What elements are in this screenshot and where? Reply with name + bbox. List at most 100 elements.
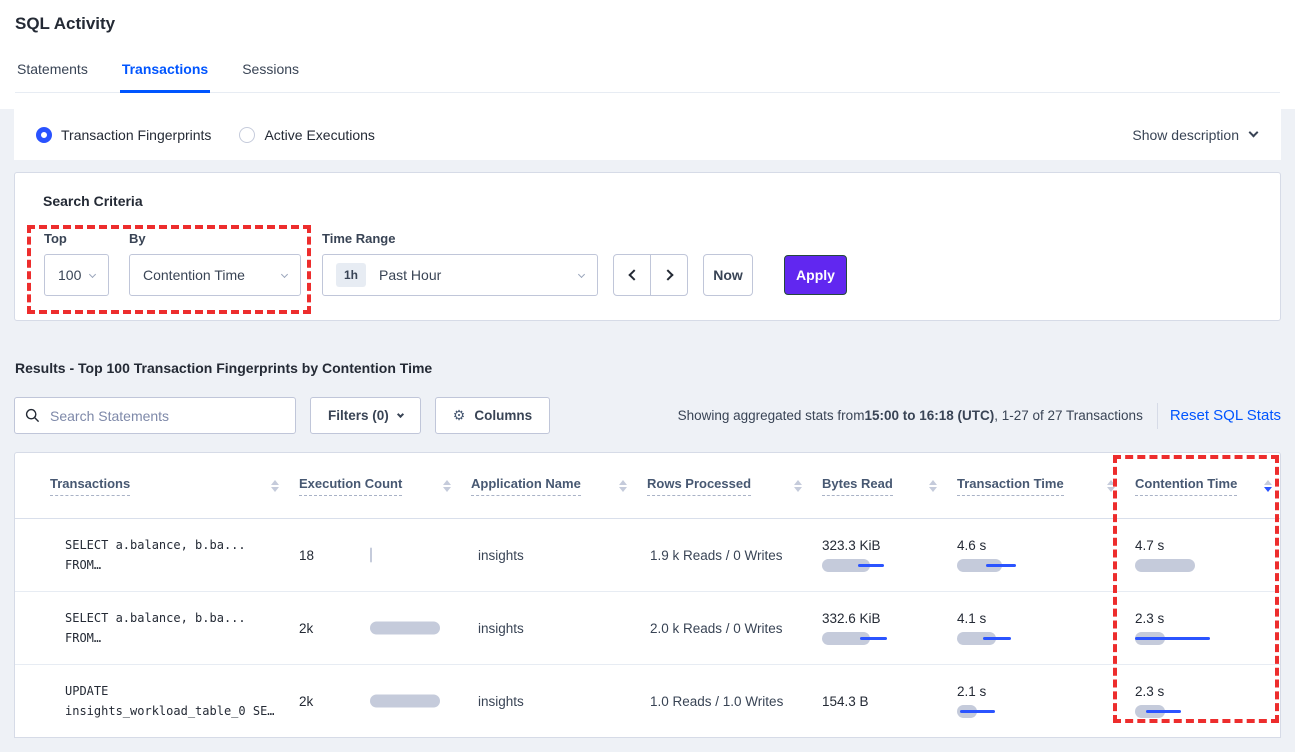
tab-transactions[interactable]: Transactions: [119, 61, 211, 93]
showing-time-range: 15:00 to 16:18 (UTC): [864, 408, 995, 423]
reset-sql-stats-link[interactable]: Reset SQL Stats: [1169, 407, 1281, 424]
transaction-fingerprint[interactable]: UPDATE insights_workload_table_0 SE…: [65, 684, 275, 718]
radio-unselected-icon[interactable]: [239, 126, 256, 143]
transaction-time-value: 4.1 s: [957, 611, 987, 626]
column-header-bytes-read[interactable]: Bytes Read: [822, 476, 957, 496]
column-header-label: Transaction Time: [957, 476, 1064, 496]
rows-processed-value: 1.0 Reads / 1.0 Writes: [650, 693, 784, 709]
columns-label: Columns: [474, 408, 533, 423]
rows-processed-value: 1.9 k Reads / 0 Writes: [650, 547, 783, 563]
bytes-read-value: 323.3 KiB: [822, 538, 881, 553]
time-range-label: Time Range: [322, 231, 396, 246]
column-header-label: Rows Processed: [647, 476, 752, 496]
chevron-down-icon: [280, 270, 289, 278]
time-range-select[interactable]: 1h Past Hour: [322, 254, 598, 296]
table-row[interactable]: SELECT a.balance, b.ba... FROM… 18 insig…: [15, 519, 1280, 592]
tab-sessions[interactable]: Sessions: [242, 61, 300, 77]
now-button[interactable]: Now: [703, 254, 753, 296]
radio-option-active-executions[interactable]: Active Executions: [239, 126, 375, 143]
show-description-toggle[interactable]: Show description: [1132, 126, 1259, 143]
time-range-field: Time Range 1h Past Hour: [322, 231, 598, 296]
column-header-label: Application Name: [471, 476, 581, 496]
search-statements-input[interactable]: [48, 406, 285, 425]
execution-count-value: 2k: [299, 693, 314, 709]
results-heading: Results - Top 100 Transaction Fingerprin…: [15, 360, 433, 376]
search-criteria-heading: Search Criteria: [43, 193, 143, 209]
bytes-read-bar: [822, 632, 957, 645]
chevron-down-icon: [88, 270, 97, 278]
showing-prefix: Showing aggregated stats from: [677, 408, 865, 423]
top-value: 100: [58, 267, 82, 283]
radio-group: Transaction Fingerprints Active Execution…: [36, 126, 403, 143]
tab-statements[interactable]: Statements: [17, 61, 88, 77]
time-range-value: Past Hour: [379, 267, 442, 283]
column-header-transactions[interactable]: Transactions: [50, 476, 299, 496]
column-header-rows-processed[interactable]: Rows Processed: [647, 476, 822, 496]
execution-count-bar: [370, 621, 440, 635]
filters-label: Filters (0): [328, 408, 389, 423]
search-statements-box: [14, 397, 296, 434]
tabs: Statements Transactions Sessions: [15, 61, 1280, 93]
transaction-fingerprint[interactable]: SELECT a.balance, b.ba... FROM…: [65, 611, 246, 645]
table-body: SELECT a.balance, b.ba... FROM… 18 insig…: [15, 519, 1280, 737]
results-toolbar: Filters (0) ⚙ Columns Showing aggregated…: [14, 397, 1281, 434]
sort-icon[interactable]: [271, 479, 279, 492]
rows-processed-value: 2.0 k Reads / 0 Writes: [650, 620, 783, 636]
column-header-transaction-time[interactable]: Transaction Time: [957, 476, 1135, 496]
by-value: Contention Time: [143, 267, 245, 283]
top-label: Top: [44, 231, 67, 246]
execution-count-bar: [370, 694, 440, 708]
contention-time-bar: [1135, 705, 1280, 718]
time-range-badge: 1h: [336, 263, 367, 287]
transaction-fingerprint[interactable]: SELECT a.balance, b.ba... FROM…: [65, 538, 246, 572]
filters-button[interactable]: Filters (0): [310, 397, 421, 434]
sort-icon[interactable]: [1107, 479, 1115, 492]
column-header-execution-count[interactable]: Execution Count: [299, 476, 471, 496]
chevron-down-icon: [577, 270, 586, 278]
chevron-down-icon: [396, 410, 404, 419]
page-title: SQL Activity: [15, 14, 116, 33]
sort-icon[interactable]: [1264, 479, 1272, 492]
sort-icon[interactable]: [929, 479, 937, 492]
top-field: Top 100: [44, 231, 109, 296]
by-label: By: [129, 231, 146, 246]
contention-time-bar: [1135, 559, 1280, 572]
chevron-right-icon: [661, 269, 674, 281]
execution-count-bar: [370, 547, 372, 563]
transaction-time-value: 4.6 s: [957, 538, 987, 553]
by-select[interactable]: Contention Time: [129, 254, 301, 296]
contention-time-value: 2.3 s: [1135, 611, 1165, 626]
transaction-time-bar: [957, 632, 1135, 645]
sort-icon[interactable]: [794, 479, 802, 492]
table-row[interactable]: SELECT a.balance, b.ba... FROM… 2k insig…: [15, 592, 1280, 665]
column-header-label: Transactions: [50, 476, 131, 496]
page-content: Transaction Fingerprints Active Execution…: [0, 109, 1295, 752]
column-header-contention-time[interactable]: Contention Time: [1135, 476, 1280, 496]
gear-icon: ⚙: [452, 407, 466, 423]
column-header-label: Contention Time: [1135, 476, 1238, 496]
sort-icon[interactable]: [443, 479, 451, 492]
apply-button[interactable]: Apply: [784, 255, 847, 295]
previous-time-button[interactable]: [613, 254, 651, 296]
search-icon: [25, 408, 40, 423]
radio-option-transaction-fingerprints[interactable]: Transaction Fingerprints: [36, 126, 211, 143]
next-time-button[interactable]: [650, 254, 688, 296]
show-description-label: Show description: [1132, 126, 1239, 143]
bytes-read-value: 332.6 KiB: [822, 611, 881, 626]
contention-time-value: 2.3 s: [1135, 684, 1165, 699]
top-select[interactable]: 100: [44, 254, 109, 296]
application-name-value: insights: [478, 620, 524, 636]
transaction-time-value: 2.1 s: [957, 684, 987, 699]
bytes-read-bar: [822, 559, 957, 572]
by-field: By Contention Time: [129, 231, 301, 296]
column-header-label: Execution Count: [299, 476, 403, 496]
radio-selected-icon[interactable]: [36, 126, 52, 143]
table-row[interactable]: UPDATE insights_workload_table_0 SE… 2k …: [15, 665, 1280, 737]
columns-button[interactable]: ⚙ Columns: [434, 397, 551, 434]
column-header-application-name[interactable]: Application Name: [471, 476, 647, 496]
transaction-time-bar: [957, 559, 1135, 572]
table-header-row: Transactions Execution Count Application N…: [15, 453, 1280, 519]
application-name-value: insights: [478, 693, 524, 709]
sort-icon[interactable]: [619, 479, 627, 492]
aggregated-stats-text: Showing aggregated stats from 15:00 to 1…: [678, 408, 1143, 423]
